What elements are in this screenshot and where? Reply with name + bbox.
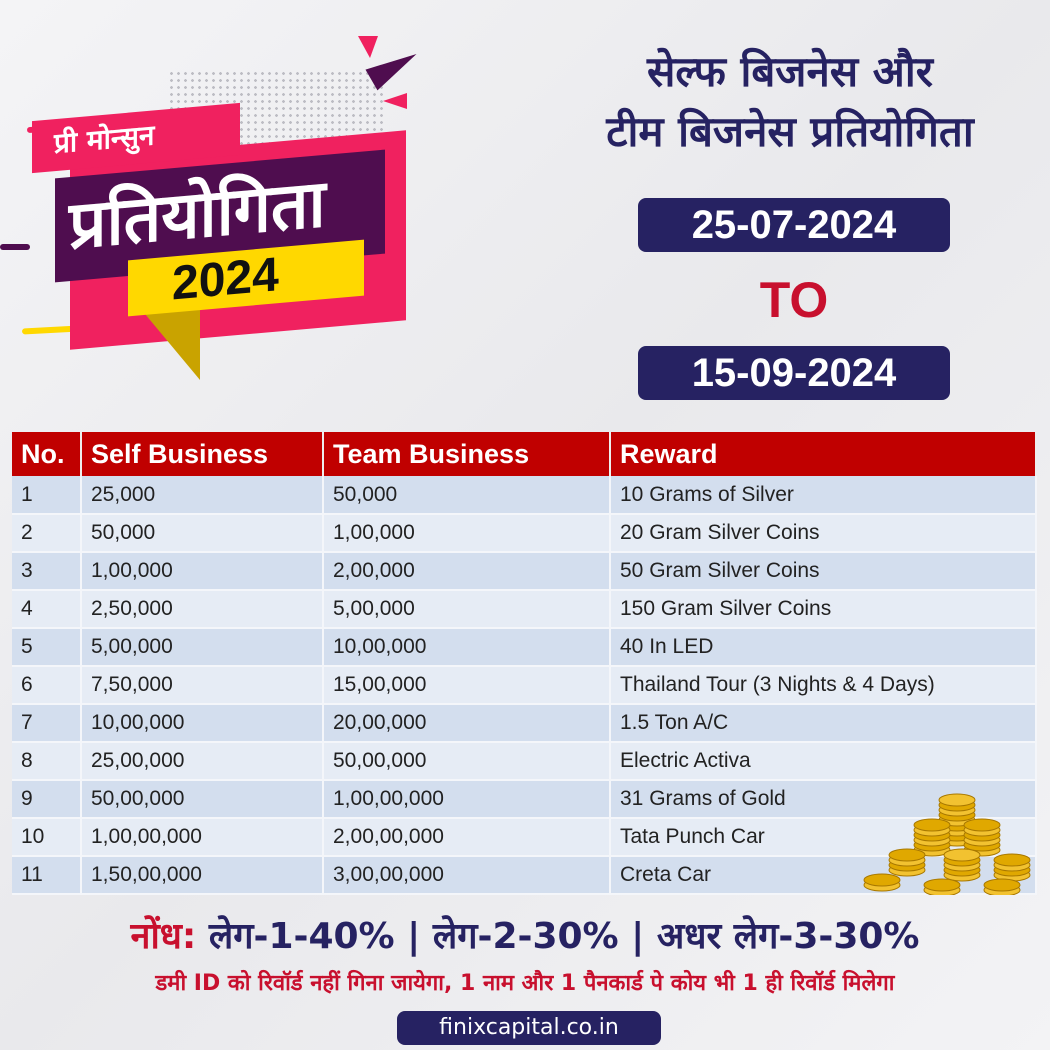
table-header: No. Self Business Team Business Reward	[12, 432, 1037, 476]
gold-coins-icon	[863, 793, 1031, 895]
column-header: Self Business	[81, 432, 324, 476]
table-cell: 5	[12, 628, 82, 667]
table-cell: Thailand Tour (3 Nights & 4 Days)	[610, 666, 1037, 705]
end-date: 15-09-2024	[638, 346, 950, 400]
coin	[993, 853, 1031, 867]
table-cell: 15,00,000	[323, 666, 611, 705]
table-cell: 50,00,000	[81, 780, 324, 819]
table-cell: 1,50,00,000	[81, 856, 324, 895]
table-cell: 5,00,000	[81, 628, 324, 667]
coin	[913, 818, 951, 832]
table-cell: 8	[12, 742, 82, 781]
table-cell: 50,000	[323, 476, 611, 515]
note: नोंध: लेग-1-40% | लेग-2-30% | अधर लेग-3-…	[0, 914, 1050, 960]
table-row: 8 25,00,000 50,00,000 Electric Activa	[12, 742, 1037, 781]
reward-table: No. Self Business Team Business Reward 1 25,…	[12, 432, 1037, 895]
table-cell: 1.5 Ton A/C	[610, 704, 1037, 743]
table-cell: 1,00,000	[323, 514, 611, 553]
table-cell: 2,50,000	[81, 590, 324, 629]
coin	[888, 848, 926, 862]
table-cell: 1	[12, 476, 82, 515]
coin	[923, 878, 961, 892]
table-row: 5 5,00,000 10,00,000 40 In LED	[12, 628, 1037, 667]
table-cell: 7	[12, 704, 82, 743]
table-row: 2 50,000 1,00,000 20 Gram Silver Coins	[12, 514, 1037, 553]
column-header: Team Business	[323, 432, 611, 476]
table-cell: 11	[12, 856, 82, 895]
table-cell: 50,00,000	[323, 742, 611, 781]
column-header: No.	[12, 432, 82, 476]
table-cell: 50 Gram Silver Coins	[610, 552, 1037, 591]
table-cell: 3,00,00,000	[323, 856, 611, 895]
table-cell: 7,50,000	[81, 666, 324, 705]
table-cell: 1,00,000	[81, 552, 324, 591]
table-cell: 10,00,000	[81, 704, 324, 743]
table-cell: 10 Grams of Silver	[610, 476, 1037, 515]
coin	[963, 818, 1001, 832]
table-row: 3 1,00,000 2,00,000 50 Gram Silver Coins	[12, 552, 1037, 591]
table-cell: 40 In LED	[610, 628, 1037, 667]
coin	[938, 793, 976, 807]
note-label: नोंध:	[130, 916, 197, 957]
table-cell: Electric Activa	[610, 742, 1037, 781]
table-cell: 20,00,000	[323, 704, 611, 743]
start-date: 25-07-2024	[638, 198, 950, 252]
table-cell: 1,00,00,000	[323, 780, 611, 819]
decor-line	[0, 244, 30, 250]
note-text: लेग-1-40% | लेग-2-30% | अधर लेग-3-30%	[196, 916, 920, 957]
table-cell: 1,00,00,000	[81, 818, 324, 857]
to-label: TO	[759, 272, 829, 328]
table-cell: 50,000	[81, 514, 324, 553]
banner-year-text: 2024	[172, 248, 279, 311]
table-cell: 20 Gram Silver Coins	[610, 514, 1037, 553]
triangle-decor	[358, 36, 378, 58]
website-link[interactable]: finixcapital.co.in	[397, 1011, 661, 1045]
table-cell: 150 Gram Silver Coins	[610, 590, 1037, 629]
table-cell: 9	[12, 780, 82, 819]
table-cell: 10	[12, 818, 82, 857]
table-cell: 5,00,000	[323, 590, 611, 629]
table-cell: 3	[12, 552, 82, 591]
table-cell: 25,000	[81, 476, 324, 515]
rule-text: डमी ID को रिवॉर्ड नहीं गिना जायेगा, 1 ना…	[155, 971, 895, 996]
title-line2: टीम बिजनेस प्रतियोगिता	[606, 107, 974, 156]
coin	[863, 873, 901, 887]
table-cell: 25,00,000	[81, 742, 324, 781]
title-line1: सेल्फ बिजनेस और	[647, 47, 933, 96]
coin	[983, 878, 1021, 892]
triangle-decor	[383, 93, 407, 109]
table-row: 1 25,000 50,000 10 Grams of Silver	[12, 476, 1037, 515]
table-cell: 4	[12, 590, 82, 629]
table-row: 4 2,50,000 5,00,000 150 Gram Silver Coins	[12, 590, 1037, 629]
table-row: 10 1,00,00,000 2,00,00,000 Tata Punch Car	[12, 818, 1037, 857]
table-row: 7 10,00,000 20,00,000 1.5 Ton A/C	[12, 704, 1037, 743]
table-cell: 10,00,000	[323, 628, 611, 667]
column-header: Reward	[610, 432, 1037, 476]
table-cell: 2,00,00,000	[323, 818, 611, 857]
table-cell: 6	[12, 666, 82, 705]
table-row: 6 7,50,000 15,00,000 Thailand Tour (3 Night…	[12, 666, 1037, 705]
coin	[943, 848, 981, 862]
table-cell: 2,00,000	[323, 552, 611, 591]
banner-subtitle: प्री मोन्सुन	[54, 118, 155, 161]
table-cell: 2	[12, 514, 82, 553]
